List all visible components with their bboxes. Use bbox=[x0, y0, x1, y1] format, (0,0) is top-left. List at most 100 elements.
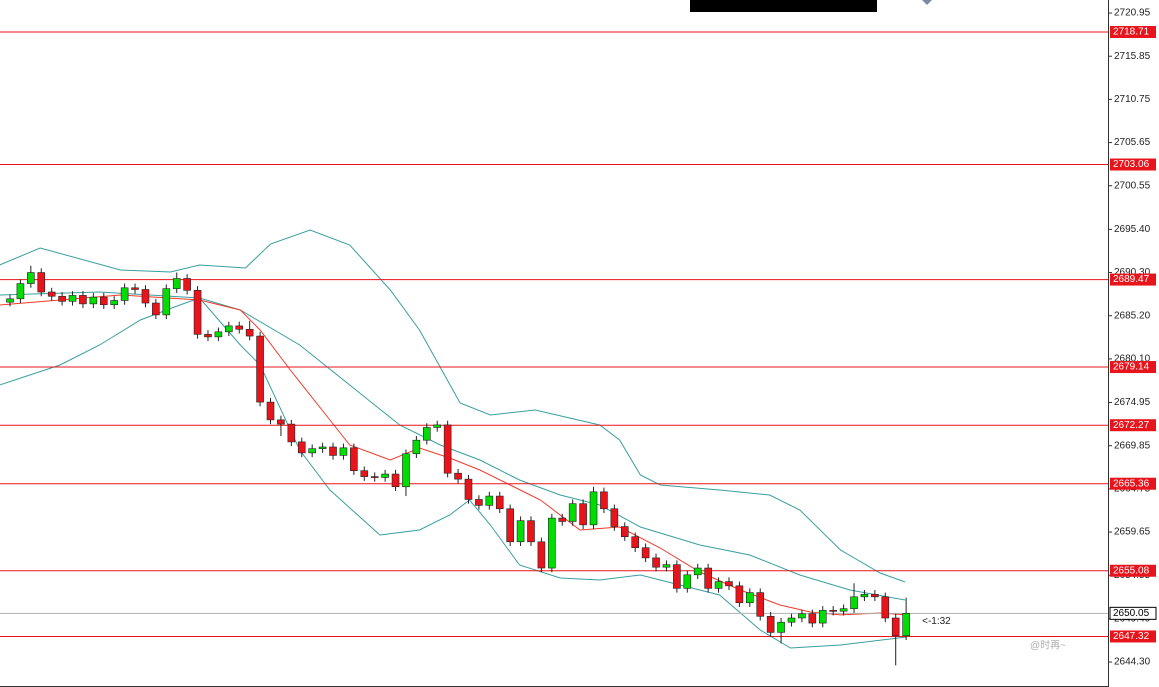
candle-body bbox=[652, 557, 660, 568]
y-tick-label: 2710.75 bbox=[1114, 94, 1151, 105]
candle-body bbox=[829, 610, 837, 612]
candle-body bbox=[152, 302, 160, 316]
candle-body bbox=[464, 478, 473, 500]
indicator-line bbox=[0, 297, 907, 649]
candle-body bbox=[693, 567, 702, 576]
candle-body bbox=[37, 272, 46, 293]
candle-body bbox=[183, 278, 191, 291]
y-tick-label: 2695.40 bbox=[1114, 224, 1151, 235]
candle-body bbox=[266, 401, 275, 421]
candle-body bbox=[600, 491, 608, 510]
candle-body bbox=[725, 581, 733, 587]
candle-body bbox=[589, 491, 598, 526]
candle-body bbox=[360, 470, 369, 477]
candle-body bbox=[422, 427, 431, 441]
current-price-label: 2650.05 bbox=[1113, 608, 1150, 619]
candle-body bbox=[318, 446, 327, 449]
candle-body bbox=[245, 328, 254, 337]
candle-body bbox=[579, 503, 587, 526]
candle-body bbox=[329, 446, 337, 456]
candle-body bbox=[818, 610, 827, 624]
candle-body bbox=[6, 298, 14, 303]
candle-body bbox=[58, 295, 66, 302]
level-label-bg bbox=[1110, 477, 1156, 490]
candle-body bbox=[350, 447, 358, 471]
candle-body bbox=[902, 613, 910, 637]
level-label-bg bbox=[1110, 26, 1156, 39]
candle-body bbox=[287, 423, 296, 443]
y-tick-label: 2700.55 bbox=[1114, 180, 1151, 191]
indicator-line bbox=[0, 229, 906, 583]
candle-body bbox=[225, 325, 233, 333]
candle-body bbox=[558, 517, 567, 522]
candle-body bbox=[110, 300, 118, 306]
y-tick-label: 2674.95 bbox=[1114, 397, 1151, 408]
candle-body bbox=[172, 278, 181, 289]
candle-body bbox=[308, 448, 316, 454]
candle-body bbox=[662, 564, 671, 568]
y-tick-label: 2659.65 bbox=[1114, 527, 1151, 538]
candle-body bbox=[495, 495, 504, 510]
candle-body bbox=[381, 473, 389, 478]
candle-body bbox=[891, 617, 900, 637]
redacted-box bbox=[690, 0, 877, 12]
level-label-bg bbox=[1110, 564, 1156, 577]
candle-body bbox=[808, 613, 817, 624]
candle-body bbox=[27, 272, 35, 284]
candle-body bbox=[537, 541, 546, 569]
candle-body bbox=[235, 325, 244, 330]
level-label: 2665.36 bbox=[1113, 478, 1150, 489]
candle-body bbox=[620, 526, 629, 538]
y-tick-label: 2690.30 bbox=[1114, 267, 1151, 278]
candle-body bbox=[412, 439, 421, 455]
annotation: <-1:32 bbox=[922, 616, 951, 627]
candle-body bbox=[735, 585, 744, 604]
candle-body bbox=[756, 592, 765, 617]
watermark: @时再~ bbox=[1030, 640, 1066, 652]
candle-body bbox=[568, 503, 577, 522]
candle-body bbox=[454, 472, 462, 480]
level-label: 2647.32 bbox=[1113, 631, 1150, 642]
y-tick-label: 2669.85 bbox=[1114, 440, 1151, 451]
candle-body bbox=[548, 517, 556, 569]
candle-body bbox=[673, 564, 681, 589]
marker bbox=[922, 0, 932, 5]
candle-body bbox=[610, 508, 619, 527]
candle-body bbox=[506, 508, 514, 543]
y-tick-label: 2685.20 bbox=[1114, 310, 1151, 321]
candle-body bbox=[79, 295, 87, 305]
candle-body bbox=[370, 476, 379, 478]
candle-body bbox=[850, 596, 858, 609]
candle-body bbox=[881, 596, 890, 619]
candle-body bbox=[798, 613, 806, 619]
candle-body bbox=[777, 621, 785, 633]
candle-body bbox=[89, 296, 98, 305]
candle-body bbox=[516, 520, 525, 543]
level-label: 2689.47 bbox=[1113, 274, 1150, 285]
level-label: 2718.71 bbox=[1113, 27, 1150, 38]
y-tick-label: 2680.10 bbox=[1114, 354, 1151, 365]
indicator-line bbox=[0, 294, 906, 616]
candle-body bbox=[120, 287, 129, 301]
candle-body bbox=[443, 424, 452, 474]
candle-body bbox=[433, 424, 442, 428]
level-label-bg bbox=[1110, 419, 1156, 432]
candle-body bbox=[683, 574, 692, 589]
candle-body bbox=[631, 536, 640, 549]
y-tick-label: 2720.95 bbox=[1114, 8, 1151, 19]
level-label-bg bbox=[1110, 630, 1156, 643]
level-label: 2679.14 bbox=[1113, 362, 1150, 373]
y-tick-label: 2715.85 bbox=[1114, 51, 1151, 62]
candle-body bbox=[204, 334, 212, 338]
candle-body bbox=[641, 547, 650, 559]
candle-body bbox=[391, 473, 400, 488]
candle-body bbox=[193, 290, 202, 335]
y-tick-label: 2644.30 bbox=[1114, 657, 1151, 668]
candle-body bbox=[860, 593, 869, 598]
candle-body bbox=[475, 499, 483, 506]
candle-body bbox=[704, 567, 712, 589]
level-label-bg bbox=[1110, 158, 1156, 171]
candle-body bbox=[99, 296, 108, 306]
